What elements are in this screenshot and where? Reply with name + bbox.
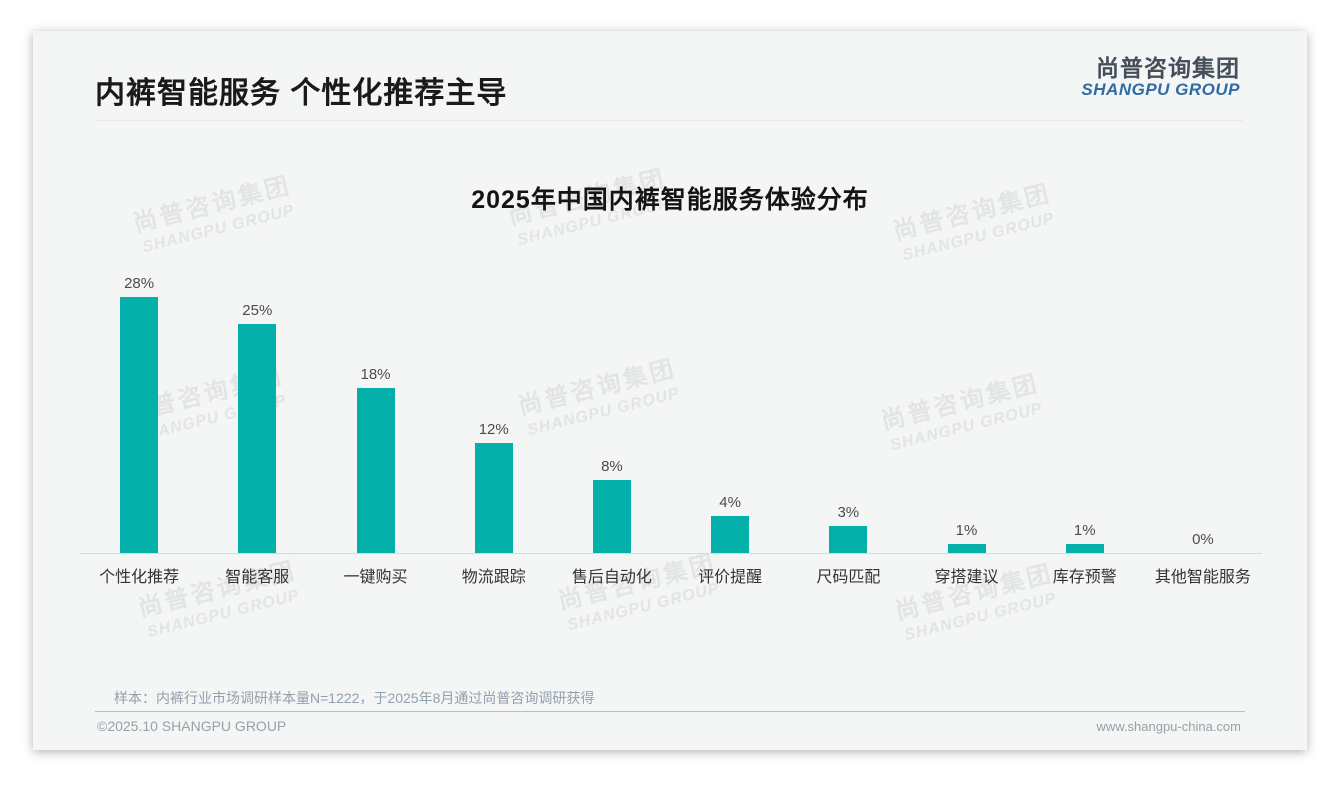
x-axis-line	[80, 553, 1262, 554]
bar-value-label: 18%	[360, 366, 391, 383]
x-axis-label: 其他智能服务	[1154, 569, 1251, 586]
bar	[474, 443, 513, 553]
bar-slot: 28%	[80, 270, 198, 553]
bar	[120, 297, 159, 553]
page-title: 内裤智能服务 个性化推荐主导	[95, 77, 508, 110]
brand-watermark: 尚普咨询集团 SHANGPU GROUP	[542, 546, 738, 640]
x-axis-label: 库存预警	[1052, 569, 1117, 586]
bar-slot: 4%	[671, 270, 789, 553]
bar	[711, 516, 750, 553]
bar-chart-plot-area: 28% 25% 18% 12% 8% 4% 3% 1% 1% 0%	[80, 270, 1262, 553]
footer-divider	[95, 711, 1245, 712]
bar-value-label: 25%	[242, 302, 273, 319]
bar	[1065, 544, 1104, 553]
bar-value-label: 28%	[124, 275, 155, 292]
bar-value-label: 8%	[601, 458, 623, 475]
bar-slot: 1%	[907, 270, 1025, 553]
x-axis-label: 评价提醒	[698, 569, 763, 586]
company-logo: 尚普咨询集团 SHANGPU GROUP	[1081, 55, 1240, 100]
bar-slot: 1%	[1026, 270, 1144, 553]
bar-value-label: 4%	[719, 494, 741, 511]
bar-slot: 25%	[198, 270, 316, 553]
x-axis-label: 物流跟踪	[461, 569, 526, 586]
x-axis-label: 一键购买	[343, 569, 408, 586]
bar-value-label: 1%	[1073, 522, 1096, 539]
bar	[592, 480, 631, 553]
x-axis-label: 售后自动化	[571, 569, 652, 586]
logo-english-name: SHANGPU GROUP	[1081, 80, 1240, 100]
x-axis-labels-row: 个性化推荐 智能客服 一键购买 物流跟踪 售后自动化 评价提醒 尺码匹配 穿搭建议 库存预警 其他…	[80, 563, 1262, 587]
bar-slot: 8%	[553, 270, 671, 553]
bar	[356, 388, 395, 553]
watermark-english-text: SHANGPU GROUP	[145, 586, 302, 642]
footer-website-url: www.shangpu-china.com	[1096, 719, 1241, 734]
x-axis-label: 尺码匹配	[816, 569, 881, 586]
bar-value-label: 12%	[478, 421, 509, 438]
bar-value-label: 1%	[955, 522, 978, 539]
sample-footnote: 样本：内裤行业市场调研样本量N=1222，于2025年8月通过尚普咨询调研获得	[114, 690, 595, 706]
footer-copyright: ©2025.10 SHANGPU GROUP	[97, 718, 287, 734]
watermark-english-text: SHANGPU GROUP	[902, 589, 1059, 645]
x-axis-label: 穿搭建议	[934, 569, 999, 586]
bar-slot: 0%	[1144, 270, 1262, 553]
bar-slot: 12%	[435, 270, 553, 553]
bar-slot: 3%	[789, 270, 907, 553]
header-divider	[95, 120, 1243, 121]
bar-value-label: 3%	[837, 504, 860, 521]
bar-value-label: 0%	[1192, 531, 1214, 548]
chart-title: 2025年中国内裤智能服务体验分布	[471, 186, 869, 214]
bar	[238, 324, 277, 553]
x-axis-label: 个性化推荐	[99, 569, 180, 586]
x-axis-label: 智能客服	[225, 569, 290, 586]
bar-slot: 18%	[316, 270, 434, 553]
logo-chinese-name: 尚普咨询集团	[1096, 55, 1240, 81]
bar	[829, 526, 868, 553]
bar	[947, 544, 986, 553]
